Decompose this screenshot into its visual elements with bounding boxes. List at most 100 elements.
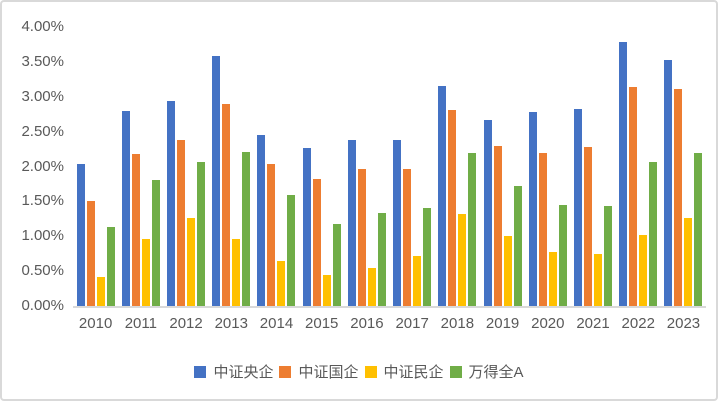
y-tick-label: 1.00% (21, 227, 64, 245)
bar-series1-2017 (403, 168, 412, 306)
legend: 中证央企 中证国企 中证民企 万得全A (2, 361, 716, 382)
y-tick-label: 1.50% (21, 192, 64, 210)
y-tick-label: 0.00% (21, 297, 64, 314)
bar-series0-2017 (393, 140, 402, 306)
bar-series3-2010 (106, 226, 115, 306)
bar-series0-2020 (528, 112, 537, 306)
x-tick-label-2015: 2015 (305, 315, 339, 332)
bar-series2-2019 (503, 236, 512, 306)
bar-series0-2014 (257, 135, 266, 306)
bar-series3-2023 (694, 152, 703, 306)
bar-series2-2013 (232, 239, 241, 306)
x-tick-label-2022: 2022 (621, 315, 655, 332)
bar-series2-2016 (367, 267, 376, 306)
bar-series0-2023 (664, 59, 673, 306)
y-axis: 0.00% 0.50% 1.00% 1.50% 2.00% 2.50% 3.00% 3.50%… (2, 18, 64, 314)
bar-group-2011 (118, 27, 163, 306)
bar-group-2022 (616, 27, 661, 306)
legend-item-2: 中证民企 (364, 361, 444, 382)
bar-series1-2010 (86, 200, 95, 306)
x-tick-label-2013: 2013 (214, 315, 248, 332)
bar-series2-2014 (277, 260, 286, 306)
bar-group-2018 (435, 27, 480, 306)
bar-series2-2012 (187, 218, 196, 306)
x-tick-label-2021: 2021 (576, 315, 610, 332)
bar-group-2021 (570, 27, 615, 306)
legend-swatch-icon (364, 365, 377, 378)
bar-series3-2018 (468, 152, 477, 306)
bar-series0-2013 (212, 56, 221, 306)
bar-series0-2018 (438, 86, 447, 306)
bar-series0-2010 (76, 163, 85, 306)
bar-group-2016 (344, 27, 389, 306)
bar-group-2015 (299, 27, 344, 306)
x-tick-label-2018: 2018 (440, 315, 475, 332)
bar-series3-2020 (558, 204, 567, 306)
bar-series0-2021 (574, 109, 583, 306)
bar-series3-2012 (197, 162, 206, 306)
bar-series1-2013 (222, 104, 231, 306)
legend-swatch-icon (449, 365, 462, 378)
bar-series3-2015 (332, 223, 341, 306)
y-tick-label: 4.00% (21, 18, 64, 35)
bar-series1-2023 (674, 89, 683, 306)
legend-label: 中证央企 (213, 364, 274, 381)
bar-series1-2019 (493, 145, 502, 306)
legend-item-0: 中证央企 (194, 361, 273, 382)
bar-series3-2011 (151, 180, 160, 306)
x-tick-label-2016: 2016 (350, 315, 384, 332)
legend-item-3: 万得全A (449, 361, 524, 382)
bar-group-2014 (254, 27, 299, 306)
legend-label: 中证民企 (383, 364, 444, 381)
bar-series3-2021 (604, 206, 613, 306)
legend-label: 中证国企 (298, 364, 359, 381)
x-tick-label-2020: 2020 (531, 315, 565, 332)
legend-item-1: 中证国企 (279, 361, 359, 382)
bar-series3-2014 (287, 195, 296, 306)
bar-series1-2011 (131, 153, 140, 306)
y-tick-label: 2.00% (21, 157, 64, 175)
legend-label: 万得全A (468, 364, 524, 381)
x-tick-label-2011: 2011 (124, 315, 157, 332)
x-tick-label-2017: 2017 (395, 315, 429, 332)
bar-series0-2015 (302, 147, 311, 306)
bar-series3-2022 (649, 162, 658, 306)
x-tick-label-2012: 2012 (169, 315, 203, 332)
y-tick-label: 0.50% (21, 262, 64, 280)
bar-group-2010 (73, 27, 118, 306)
legend-swatch-icon (194, 365, 207, 378)
legend-swatch-icon (279, 365, 292, 378)
bar-series0-2012 (167, 100, 176, 306)
bar-series2-2011 (141, 239, 150, 306)
plot-area (73, 27, 706, 308)
bar-series0-2011 (121, 110, 130, 306)
bar-group-2017 (390, 27, 435, 306)
bar-series1-2012 (177, 140, 186, 306)
bar-group-2012 (163, 27, 208, 306)
bar-series2-2017 (413, 256, 422, 306)
bar-series1-2014 (267, 163, 276, 306)
y-tick-label: 3.00% (21, 87, 64, 105)
bar-series2-2020 (548, 251, 557, 306)
bar-group-2013 (209, 27, 254, 306)
bar-series2-2021 (594, 253, 603, 306)
bar-group-2020 (525, 27, 570, 306)
bar-series1-2021 (584, 146, 593, 306)
bar-group-2019 (480, 27, 525, 306)
y-tick-label: 3.50% (21, 52, 64, 70)
bar-series0-2019 (483, 120, 492, 306)
bar-series1-2020 (538, 152, 547, 306)
bar-series3-2016 (377, 213, 386, 306)
x-axis: 2010 2011 2012 2013 2014 2015 2016 2017 2018 2019… (73, 315, 706, 332)
bar-series1-2018 (448, 110, 457, 306)
bar-series1-2022 (629, 87, 638, 306)
x-tick-label-2014: 2014 (259, 315, 294, 332)
bar-series2-2022 (639, 234, 648, 306)
bar-series1-2016 (357, 169, 366, 306)
y-tick-label: 2.50% (21, 122, 64, 140)
bar-series3-2013 (242, 151, 251, 306)
bar-series3-2019 (513, 186, 522, 306)
bar-series0-2016 (347, 140, 356, 306)
bar-series1-2015 (312, 179, 321, 306)
